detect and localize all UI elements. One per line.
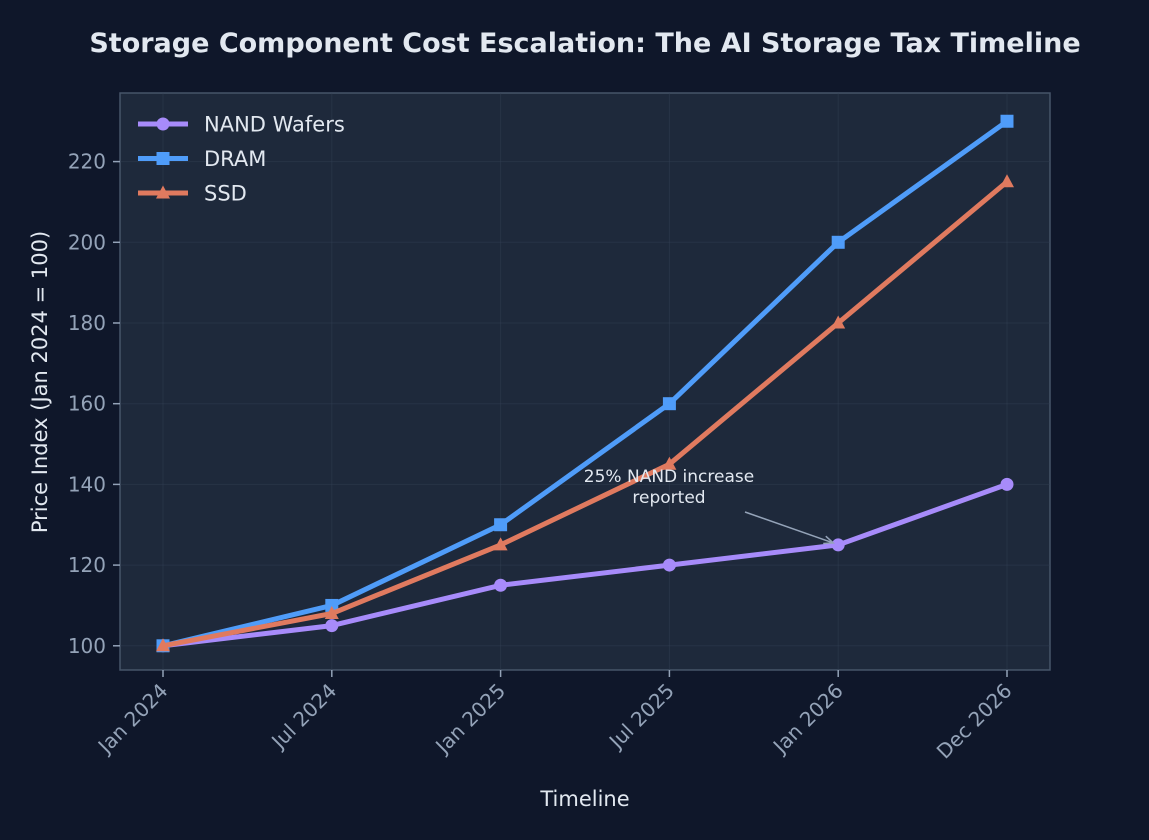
y-tick-label: 100 (68, 634, 106, 658)
legend-item-ssd: SSD (138, 182, 247, 206)
data-point-ssd (831, 315, 846, 329)
y-tick-label: 140 (68, 472, 106, 496)
series-line-nand-wafers (160, 481, 1010, 649)
series-line-ssd (160, 179, 1010, 649)
legend-swatch-marker (156, 117, 170, 131)
data-point-ssd (1000, 174, 1014, 188)
legend-label: NAND Wafers (204, 113, 345, 137)
legend-swatch-marker (156, 185, 170, 199)
annotation-arrow (744, 511, 834, 544)
data-point-nand-wafers (831, 538, 845, 552)
data-point-dram (662, 397, 676, 411)
series-dram (156, 114, 1014, 653)
data-point-ssd (662, 456, 677, 470)
data-point-nand-wafers (325, 619, 339, 633)
series-ssd (156, 174, 1014, 652)
data-point-ssd (324, 606, 339, 620)
annotation-arrowhead (823, 535, 836, 545)
legend-label: DRAM (204, 147, 266, 171)
chart-title: Storage Component Cost Escalation: The A… (89, 28, 1080, 59)
grid-lines (120, 93, 1050, 670)
y-tick-label: 180 (68, 311, 106, 335)
plot-area (119, 92, 1051, 671)
y-tick-label: 120 (68, 553, 106, 577)
data-point-nand-wafers (494, 578, 508, 592)
legend-item-dram: DRAM (138, 147, 266, 171)
series-line-dram (160, 118, 1010, 649)
legend: NAND Wafers DRAM SSD (138, 113, 345, 206)
data-point-dram (494, 518, 508, 532)
annotation-text: reported (632, 488, 705, 508)
legend-item-nand-wafers: NAND Wafers (138, 113, 345, 137)
y-tick-label: 200 (68, 230, 106, 254)
y-axis-label: Price Index (Jan 2024 = 100) (28, 231, 52, 533)
data-point-nand-wafers (662, 558, 676, 572)
data-point-ssd (156, 638, 170, 652)
data-point-dram (831, 235, 845, 249)
data-point-ssd (493, 537, 508, 551)
x-axis-label: Timeline (539, 787, 629, 811)
legend-swatch-marker (156, 152, 170, 165)
series-group (156, 114, 1014, 653)
y-tick-label: 160 (68, 392, 106, 416)
data-point-nand-wafers (1000, 477, 1014, 491)
annotation-text: 25% NAND increase (584, 467, 754, 487)
y-axis-ticks: 100 120 140 160 180 200 220 (68, 150, 120, 658)
data-point-dram (325, 598, 339, 612)
data-point-dram (1000, 114, 1014, 128)
y-tick-label: 220 (68, 150, 106, 174)
legend-label: SSD (204, 182, 247, 206)
